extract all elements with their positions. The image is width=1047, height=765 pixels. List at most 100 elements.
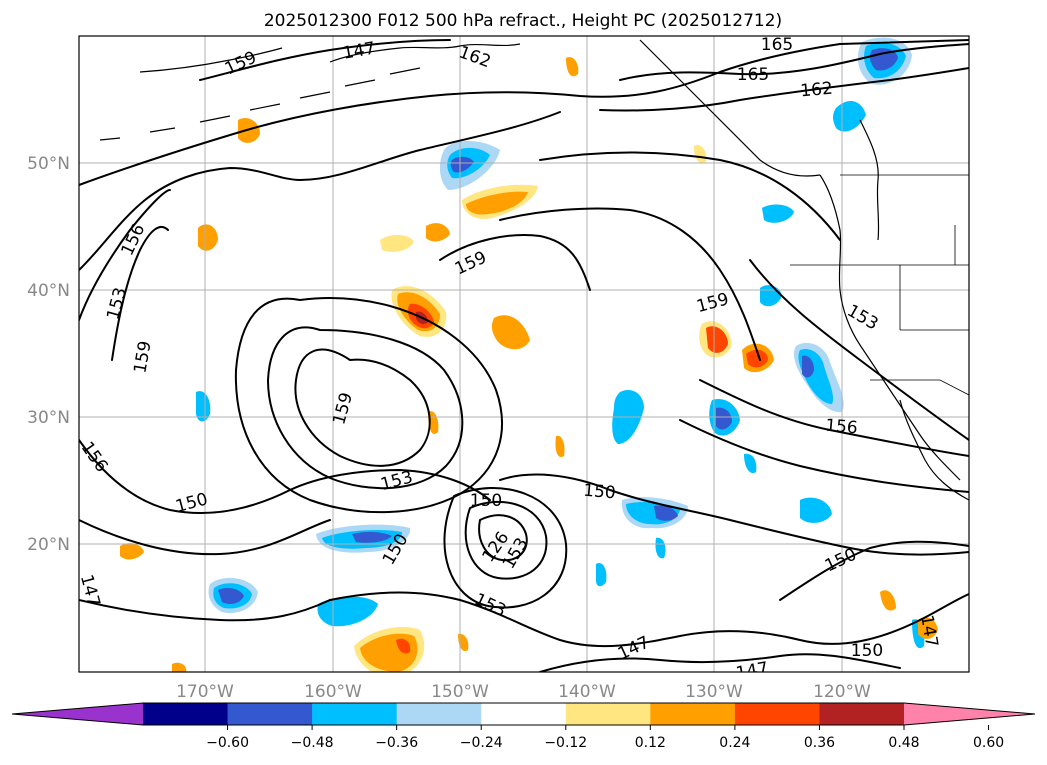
colorbar-segment [481,703,567,725]
map-title: 2025012300 F012 500 hPa refract., Height… [264,11,782,31]
contour-165 [619,43,969,81]
positive-anomaly [396,638,411,654]
lat-label-50n: 50°N [27,154,70,174]
contour-153-east [749,259,969,441]
lon-label-140w: 140°W [558,682,616,702]
aleutian-coast [139,47,283,73]
contour-159-northeast [539,151,841,241]
contour-156-east [699,379,969,457]
positive-anomaly [746,349,768,368]
colorbar: −0.60 −0.48 −0.36 −0.24 −0.12 0.12 0.24 0.36 0.4… [11,702,1036,751]
positive-anomaly [426,223,450,242]
negative-anomaly [218,588,244,604]
negative-anomaly [869,48,898,71]
colorbar-segment [143,703,229,725]
negative-anomaly [654,505,678,521]
negative-anomaly [352,531,392,543]
map-frame [78,35,970,673]
longitude-labels: 170°W 160°W 150°W 140°W 130°W 120°W [176,682,871,702]
latitude-labels: 50°N 40°N 30°N 20°N [27,154,70,555]
positive-anomaly [566,56,579,77]
colorbar-segment [227,703,313,725]
colorbar-extend-low [12,703,143,725]
positive-anomaly [238,117,260,143]
contour-153-southeast [679,419,969,493]
colorbar-tick-label: −0.24 [460,735,503,751]
alaska-south-coast [329,43,521,63]
west-coast-north-america [819,174,961,481]
positive-anomaly [466,191,528,215]
colorbar-tick-label: −0.48 [291,735,334,751]
colorbar-tick-label: 0.24 [719,735,750,751]
positive-anomaly [880,590,896,611]
negative-anomaly [450,156,474,173]
lon-label-130w: 130°W [685,682,743,702]
negative-anomaly [800,497,832,523]
positive-anomaly [380,234,414,252]
negative-anomaly [802,355,814,378]
colorbar-extend-high [904,703,1035,725]
contour-147-southwest [79,599,331,622]
lon-label-120w: 120°W [813,682,871,702]
contour-159-center [439,234,591,291]
contour-126-ring [478,514,528,562]
contour-label: 150 [582,481,616,504]
negative-anomaly [744,453,757,474]
contour-147-west [79,519,331,556]
contour-159-ring [294,348,431,467]
contour-162 [79,39,969,186]
contour-label: 165 [737,65,769,85]
colorbar-segments [12,703,1035,725]
negative-anomaly [762,204,794,223]
colorbar-outline [11,702,1036,726]
contour-159-west [111,225,169,361]
contour-138-ring [464,500,548,580]
lat-label-30n: 30°N [27,408,70,428]
contour-159-north [199,39,451,81]
colorbar-segment [819,703,905,725]
contour-label: 150 [851,641,883,661]
negative-anomaly [716,407,732,430]
positive-anomaly [172,662,187,672]
colorbar-tick-label: −0.36 [375,735,418,751]
aleutian-islands [99,67,421,141]
contour-156-ring [267,326,464,490]
positive-anomaly [918,617,938,639]
map-area: 159 162 165 165 162 156 153 159 159 159 … [79,35,969,683]
colorbar-tick-label: −0.12 [544,735,587,751]
contour-156-north [79,111,561,271]
colorbar-tick-label: 0.12 [635,735,666,751]
state-borders [790,225,969,331]
contour-144-ring [443,487,568,609]
positive-anomaly [491,315,530,350]
contour-label: 165 [761,35,793,55]
contour-147-south [329,591,969,648]
colorbar-tick-label: 0.36 [804,735,835,751]
lat-label-20n: 20°N [27,535,70,555]
inland-coast [859,119,880,241]
contour-label: 147 [734,658,769,683]
colorbar-segment [312,703,398,725]
gridlines [79,36,969,672]
colorbar-tick-label: 0.60 [973,735,1004,751]
positive-anomaly [458,633,469,652]
contour-159-east [499,207,761,361]
contour-144-south [539,653,901,672]
contour-153-west [79,189,171,321]
negative-anomaly [196,391,211,422]
alaska-panhandle-coast [639,39,821,177]
colorbar-segment [734,703,820,725]
contour-label: 156 [824,416,858,439]
positive-anomaly [120,543,144,560]
colorbar-segment [650,703,736,725]
contour-162-east [599,67,969,112]
positive-anomaly [706,326,728,353]
colorbar-tick-label: 0.48 [888,735,919,751]
positive-anomaly [694,144,707,164]
colorbar-ticks: −0.60 −0.48 −0.36 −0.24 −0.12 0.12 0.24 0.36 0.4… [206,725,1004,751]
negative-anomaly [596,562,607,587]
negative-anomaly [833,100,866,132]
lon-label-150w: 150°W [431,682,489,702]
colorbar-segment [396,703,482,725]
